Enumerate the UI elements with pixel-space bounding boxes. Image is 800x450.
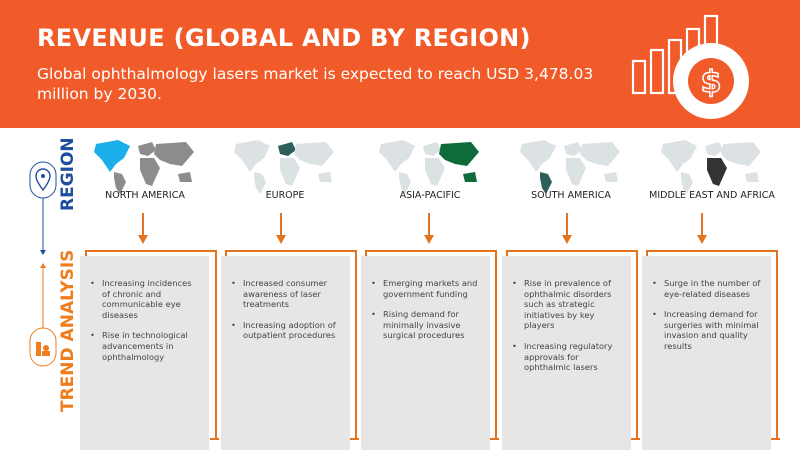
- region-map: [375, 138, 485, 200]
- region-frame: [225, 250, 357, 440]
- map-region-af: [566, 158, 586, 186]
- region-map: [516, 138, 626, 200]
- trend-box: Emerging markets and government funding R…: [361, 256, 490, 450]
- trend-bullet: Rising demand for minimally invasive sur…: [369, 309, 482, 341]
- region-frame: [506, 250, 638, 440]
- down-arrow-icon: [275, 213, 287, 249]
- down-arrow-icon: [423, 213, 435, 249]
- page-subtitle: Global ophthalmology lasers market is ex…: [37, 65, 594, 103]
- region-map: [657, 138, 767, 200]
- map-region-na: [379, 140, 415, 172]
- map-region-as: [721, 142, 761, 166]
- map-region-as: [154, 142, 194, 166]
- map-region-as: [294, 142, 334, 166]
- map-region-eu: [564, 142, 582, 156]
- map-region-eu: [138, 142, 156, 156]
- map-region-oc: [745, 172, 759, 182]
- svg-text:$: $: [701, 65, 722, 100]
- region-name: NORTH AMERICA: [105, 190, 185, 201]
- map-region-af: [425, 158, 445, 186]
- map-region-sa: [399, 172, 411, 194]
- down-arrow-icon: [561, 213, 573, 249]
- region-frame: [85, 250, 217, 440]
- map-region-af: [140, 158, 160, 186]
- map-region-as: [580, 142, 620, 166]
- frame-corner: [210, 438, 219, 440]
- region-name: SOUTH AMERICA: [531, 190, 611, 201]
- region-map: [230, 138, 340, 200]
- trend-bullet: Increased consumer awareness of laser tr…: [229, 278, 342, 310]
- map-region-oc: [463, 172, 477, 182]
- map-region-oc: [318, 172, 332, 182]
- header-banner: REVENUE (GLOBAL AND BY REGION) Global op…: [0, 0, 800, 128]
- frame-corner: [350, 438, 359, 440]
- frame-corner: [631, 438, 640, 440]
- map-region-eu: [423, 142, 441, 156]
- region-name: EUROPE: [265, 190, 305, 201]
- map-region-af: [707, 158, 727, 186]
- map-region-oc: [604, 172, 618, 182]
- region-map: [90, 138, 200, 200]
- map-region-na: [234, 140, 270, 172]
- trend-box: Rise in prevalence of ophthalmic disorde…: [502, 256, 631, 450]
- trend-bullet: Emerging markets and government funding: [369, 278, 482, 299]
- map-region-na: [661, 140, 697, 172]
- trend-bullet: Increasing adoption of outpatient proced…: [229, 320, 342, 341]
- trend-box: Increased consumer awareness of laser tr…: [221, 256, 350, 450]
- map-region-na: [520, 140, 556, 172]
- map-region-as: [439, 142, 479, 166]
- trend-bullet: Increasing demand for surgeries with min…: [650, 309, 763, 351]
- map-region-sa: [540, 172, 552, 194]
- world-map: [661, 140, 761, 194]
- region-name: MIDDLE EAST AND AFRICA: [649, 190, 775, 201]
- map-region-eu: [278, 142, 296, 156]
- map-region-eu: [705, 142, 723, 156]
- region-name: ASIA-PACIFIC: [399, 190, 461, 201]
- world-map: [520, 140, 620, 194]
- world-map: [94, 140, 194, 194]
- world-map: [234, 140, 334, 194]
- location-pin-icon: [29, 161, 57, 199]
- frame-corner: [771, 438, 780, 440]
- down-arrow-icon: [137, 213, 149, 249]
- trend-bullet: Increasing incidences of chronic and com…: [88, 278, 201, 320]
- trend-bullet: Increasing regulatory approvals for opht…: [510, 341, 623, 373]
- trend-bullet: Rise in prevalence of ophthalmic disorde…: [510, 278, 623, 331]
- trend-bullet: Surge in the number of eye-related disea…: [650, 278, 763, 299]
- trend-box: Increasing incidences of chronic and com…: [80, 256, 209, 450]
- region-frame: [365, 250, 497, 440]
- trend-analysis-label: TREND ANALYSIS: [58, 249, 78, 412]
- revenue-growth-dollar-icon: $: [631, 14, 749, 119]
- map-region-sa: [254, 172, 266, 194]
- map-region-sa: [114, 172, 126, 194]
- region-frame: [646, 250, 778, 440]
- map-region-oc: [178, 172, 192, 182]
- down-arrow-icon: [696, 213, 708, 249]
- map-region-af: [280, 158, 300, 186]
- trend-bullet: Rise in technological advancements in op…: [88, 330, 201, 362]
- map-region-na: [94, 140, 130, 172]
- side-connector: [29, 161, 57, 367]
- map-region-sa: [681, 172, 693, 194]
- trend-box: Surge in the number of eye-related disea…: [642, 256, 771, 450]
- trend-analysis-person-icon: [29, 327, 57, 367]
- frame-corner: [490, 438, 499, 440]
- world-map: [379, 140, 479, 194]
- page-title: REVENUE (GLOBAL AND BY REGION): [37, 24, 531, 52]
